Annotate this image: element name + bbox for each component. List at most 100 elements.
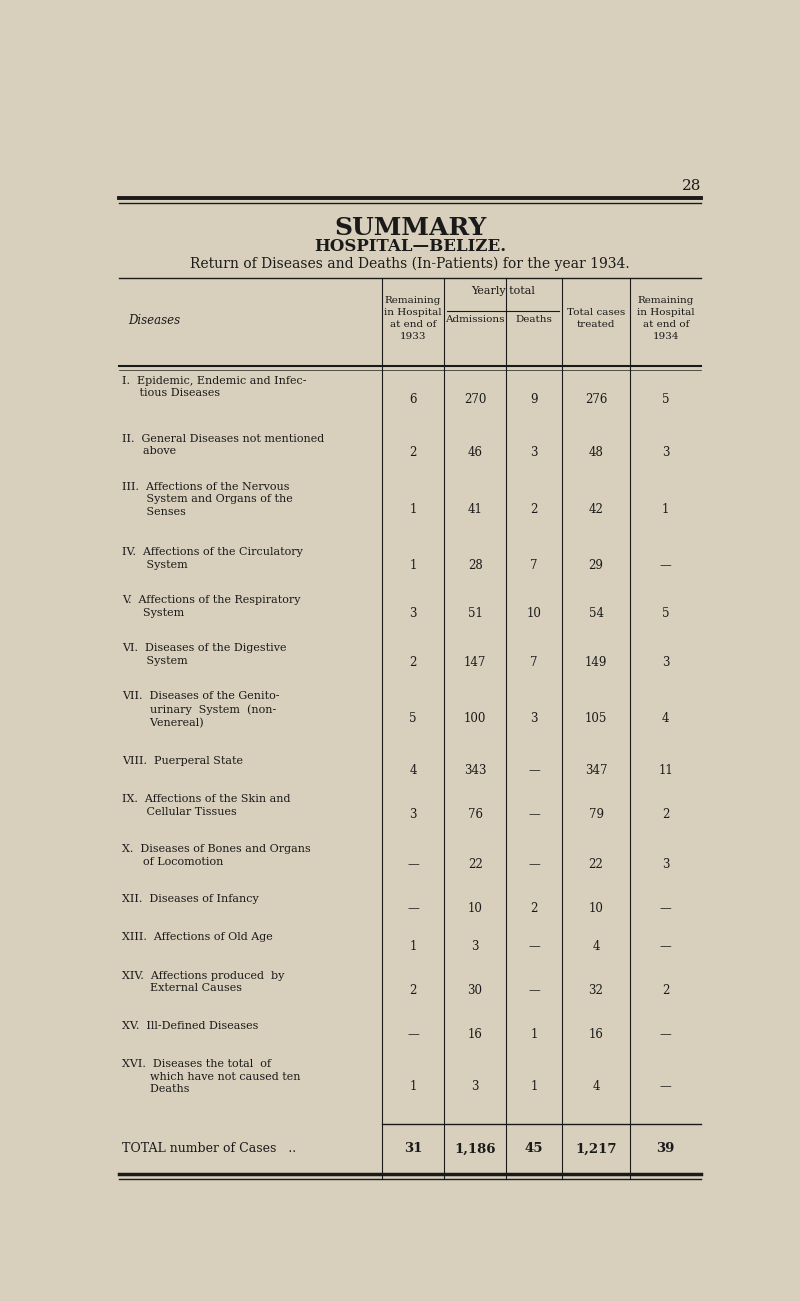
Text: 29: 29 — [589, 559, 603, 572]
Text: 39: 39 — [657, 1142, 675, 1155]
Text: Return of Diseases and Deaths (In-Patients) for the year 1934.: Return of Diseases and Deaths (In-Patien… — [190, 256, 630, 271]
Text: 16: 16 — [468, 1028, 482, 1041]
Text: IX.  Affections of the Skin and
       Cellular Tissues: IX. Affections of the Skin and Cellular … — [122, 794, 290, 817]
Text: 3: 3 — [662, 857, 670, 870]
Text: 9: 9 — [530, 393, 538, 406]
Text: X.  Diseases of Bones and Organs
      of Locomotion: X. Diseases of Bones and Organs of Locom… — [122, 844, 310, 868]
Text: IV.  Affections of the Circulatory
       System: IV. Affections of the Circulatory System — [122, 546, 302, 570]
Text: 3: 3 — [471, 941, 479, 954]
Text: 5: 5 — [410, 712, 417, 725]
Text: 79: 79 — [589, 808, 603, 821]
Text: 100: 100 — [464, 712, 486, 725]
Text: 41: 41 — [468, 502, 482, 515]
Text: TOTAL number of Cases   ..: TOTAL number of Cases .. — [122, 1142, 296, 1155]
Text: 3: 3 — [410, 608, 417, 621]
Text: V.  Affections of the Respiratory
      System: V. Affections of the Respiratory System — [122, 595, 300, 618]
Text: 76: 76 — [467, 808, 482, 821]
Text: 1: 1 — [410, 1080, 417, 1093]
Text: 28: 28 — [468, 559, 482, 572]
Text: 2: 2 — [410, 446, 417, 459]
Text: 149: 149 — [585, 656, 607, 669]
Text: VII.  Diseases of the Genito-
        urinary  System  (non-
        Venereal): VII. Diseases of the Genito- urinary Sys… — [122, 691, 279, 727]
Text: 276: 276 — [585, 393, 607, 406]
Text: XIV.  Affections produced  by
        External Causes: XIV. Affections produced by External Cau… — [122, 971, 284, 994]
Text: Remaining
in Hospital
at end of
1934: Remaining in Hospital at end of 1934 — [637, 297, 694, 341]
Text: XV.  Ill-Defined Diseases: XV. Ill-Defined Diseases — [122, 1021, 258, 1030]
Text: 45: 45 — [525, 1142, 543, 1155]
Text: Yearly total: Yearly total — [471, 286, 535, 297]
Text: —: — — [407, 902, 419, 915]
Text: 347: 347 — [585, 764, 607, 777]
Text: HOSPITAL—BELIZE.: HOSPITAL—BELIZE. — [314, 238, 506, 255]
Text: 31: 31 — [404, 1142, 422, 1155]
Text: 1: 1 — [410, 502, 417, 515]
Text: 4: 4 — [592, 1080, 600, 1093]
Text: —: — — [407, 857, 419, 870]
Text: 1,217: 1,217 — [575, 1142, 617, 1155]
Text: XIII.  Affections of Old Age: XIII. Affections of Old Age — [122, 933, 273, 942]
Text: 3: 3 — [530, 712, 538, 725]
Text: 5: 5 — [662, 393, 670, 406]
Text: 3: 3 — [471, 1080, 479, 1093]
Text: —: — — [407, 1028, 419, 1041]
Text: 3: 3 — [662, 656, 670, 669]
Text: 1: 1 — [662, 502, 670, 515]
Text: 3: 3 — [410, 808, 417, 821]
Text: 2: 2 — [410, 984, 417, 997]
Text: 1: 1 — [530, 1080, 538, 1093]
Text: 28: 28 — [682, 180, 702, 193]
Text: 1: 1 — [410, 559, 417, 572]
Text: —: — — [528, 857, 540, 870]
Text: 2: 2 — [662, 808, 670, 821]
Text: 1,186: 1,186 — [454, 1142, 496, 1155]
Text: 5: 5 — [662, 608, 670, 621]
Text: 147: 147 — [464, 656, 486, 669]
Text: 30: 30 — [467, 984, 482, 997]
Text: 48: 48 — [589, 446, 603, 459]
Text: —: — — [660, 941, 672, 954]
Text: 343: 343 — [464, 764, 486, 777]
Text: —: — — [660, 1080, 672, 1093]
Text: 1: 1 — [530, 1028, 538, 1041]
Text: 7: 7 — [530, 559, 538, 572]
Text: 4: 4 — [410, 764, 417, 777]
Text: Deaths: Deaths — [515, 315, 553, 324]
Text: 22: 22 — [589, 857, 603, 870]
Text: Admissions: Admissions — [446, 315, 505, 324]
Text: 2: 2 — [662, 984, 670, 997]
Text: 11: 11 — [658, 764, 673, 777]
Text: 51: 51 — [468, 608, 482, 621]
Text: —: — — [528, 808, 540, 821]
Text: II.  General Diseases not mentioned
      above: II. General Diseases not mentioned above — [122, 433, 324, 457]
Text: 4: 4 — [662, 712, 670, 725]
Text: XVI.  Diseases the total  of
        which have not caused ten
        Deaths: XVI. Diseases the total of which have no… — [122, 1059, 300, 1094]
Text: —: — — [528, 984, 540, 997]
Text: 3: 3 — [662, 446, 670, 459]
Text: Diseases: Diseases — [128, 314, 180, 327]
Text: 32: 32 — [589, 984, 603, 997]
Text: —: — — [528, 941, 540, 954]
Text: —: — — [660, 1028, 672, 1041]
Text: 3: 3 — [530, 446, 538, 459]
Text: 2: 2 — [530, 902, 538, 915]
Text: VI.  Diseases of the Digestive
       System: VI. Diseases of the Digestive System — [122, 643, 286, 666]
Text: 4: 4 — [592, 941, 600, 954]
Text: 105: 105 — [585, 712, 607, 725]
Text: 270: 270 — [464, 393, 486, 406]
Text: Total cases
treated: Total cases treated — [567, 308, 625, 329]
Text: SUMMARY: SUMMARY — [334, 216, 486, 241]
Text: 16: 16 — [589, 1028, 603, 1041]
Text: 2: 2 — [410, 656, 417, 669]
Text: 46: 46 — [467, 446, 482, 459]
Text: 2: 2 — [530, 502, 538, 515]
Text: 7: 7 — [530, 656, 538, 669]
Text: —: — — [660, 559, 672, 572]
Text: 22: 22 — [468, 857, 482, 870]
Text: 10: 10 — [589, 902, 603, 915]
Text: VIII.  Puerperal State: VIII. Puerperal State — [122, 756, 242, 766]
Text: —: — — [528, 764, 540, 777]
Text: 54: 54 — [589, 608, 603, 621]
Text: III.  Affections of the Nervous
       System and Organs of the
       Senses: III. Affections of the Nervous System an… — [122, 481, 293, 518]
Text: —: — — [660, 902, 672, 915]
Text: 1: 1 — [410, 941, 417, 954]
